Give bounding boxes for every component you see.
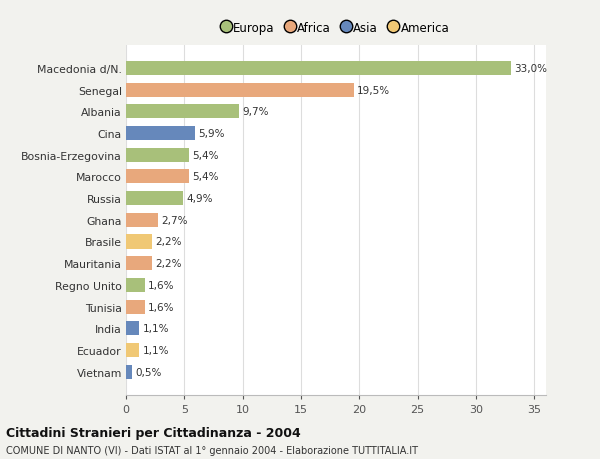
Text: 19,5%: 19,5%	[357, 85, 390, 95]
Text: 5,9%: 5,9%	[199, 129, 225, 139]
Text: 4,9%: 4,9%	[187, 194, 213, 204]
Bar	[126, 192, 183, 206]
Bar	[126, 213, 157, 227]
Bar	[126, 148, 189, 162]
Text: COMUNE DI NANTO (VI) - Dati ISTAT al 1° gennaio 2004 - Elaborazione TUTTITALIA.I: COMUNE DI NANTO (VI) - Dati ISTAT al 1° …	[6, 445, 418, 455]
Bar	[126, 343, 139, 357]
Bar	[126, 278, 145, 292]
Bar	[126, 257, 152, 271]
Bar	[126, 170, 189, 184]
Text: 1,1%: 1,1%	[142, 345, 169, 355]
Bar	[126, 365, 132, 379]
Bar	[126, 300, 145, 314]
Text: Cittadini Stranieri per Cittadinanza - 2004: Cittadini Stranieri per Cittadinanza - 2…	[6, 426, 301, 439]
Text: 0,5%: 0,5%	[136, 367, 162, 377]
Text: 9,7%: 9,7%	[242, 107, 269, 117]
Bar	[126, 62, 511, 76]
Text: 2,7%: 2,7%	[161, 215, 187, 225]
Text: 1,6%: 1,6%	[148, 280, 175, 290]
Legend: Europa, Africa, Asia, America: Europa, Africa, Asia, America	[218, 17, 454, 39]
Text: 1,1%: 1,1%	[142, 324, 169, 334]
Bar	[126, 84, 353, 97]
Text: 5,4%: 5,4%	[193, 151, 219, 160]
Bar	[126, 127, 195, 141]
Text: 5,4%: 5,4%	[193, 172, 219, 182]
Text: 33,0%: 33,0%	[515, 64, 548, 74]
Bar	[126, 321, 139, 336]
Text: 2,2%: 2,2%	[155, 258, 182, 269]
Text: 1,6%: 1,6%	[148, 302, 175, 312]
Bar	[126, 235, 152, 249]
Text: 2,2%: 2,2%	[155, 237, 182, 247]
Bar	[126, 105, 239, 119]
